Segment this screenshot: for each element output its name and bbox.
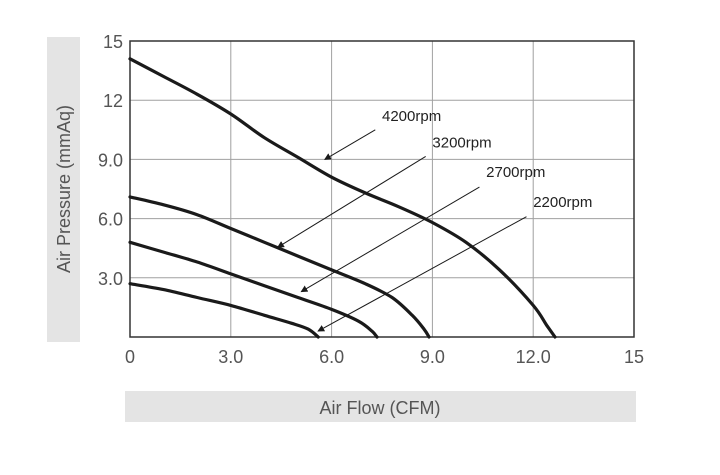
annotation-arrow-2700rpm	[300, 186, 480, 293]
y-axis-label-band	[47, 37, 80, 342]
series-line-2200rpm	[128, 282, 320, 339]
plot-frame	[129, 40, 635, 338]
x-tick-label: 6.0	[319, 347, 344, 367]
x-tick-label: 12.0	[516, 347, 551, 367]
annotation-arrow-3200rpm	[276, 156, 426, 248]
y-tick-label: 12	[103, 91, 123, 111]
x-tick-label: 15	[624, 347, 644, 367]
annotations: 4200rpm 3200rpm 2700rpm 2200rpm	[276, 108, 592, 332]
x-tick-label: 3.0	[218, 347, 243, 367]
annotation-label-3200rpm: 3200rpm	[432, 135, 491, 152]
annotation-label-2700rpm: 2700rpm	[486, 164, 545, 181]
annotation-label-2200rpm: 2200rpm	[533, 194, 592, 211]
annotation-label-4200rpm: 4200rpm	[382, 108, 441, 125]
annotation-arrow-4200rpm	[324, 129, 376, 160]
annotation-arrow-2200rpm	[317, 216, 527, 332]
y-tick-label: 9.0	[98, 150, 123, 170]
y-tick-label: 15	[103, 32, 123, 52]
series-line-3200rpm	[128, 195, 431, 339]
y-tick-label: 3.0	[98, 269, 123, 289]
x-tick-label: 0	[125, 347, 135, 367]
x-axis-label-band	[125, 391, 636, 422]
x-axis-label: Air Flow (CFM)	[320, 398, 441, 418]
series-line-4200rpm	[128, 57, 557, 339]
ticks: 0 3.0 6.0 9.0 12.0 15 3.0 6.0 9.0 12 15	[98, 32, 644, 367]
series-line-2700rpm	[128, 240, 379, 339]
y-axis-label: Air Pressure (mmAq)	[54, 105, 74, 273]
y-tick-label: 6.0	[98, 210, 123, 230]
x-tick-label: 9.0	[420, 347, 445, 367]
grid	[130, 41, 634, 337]
series-group	[128, 57, 557, 339]
